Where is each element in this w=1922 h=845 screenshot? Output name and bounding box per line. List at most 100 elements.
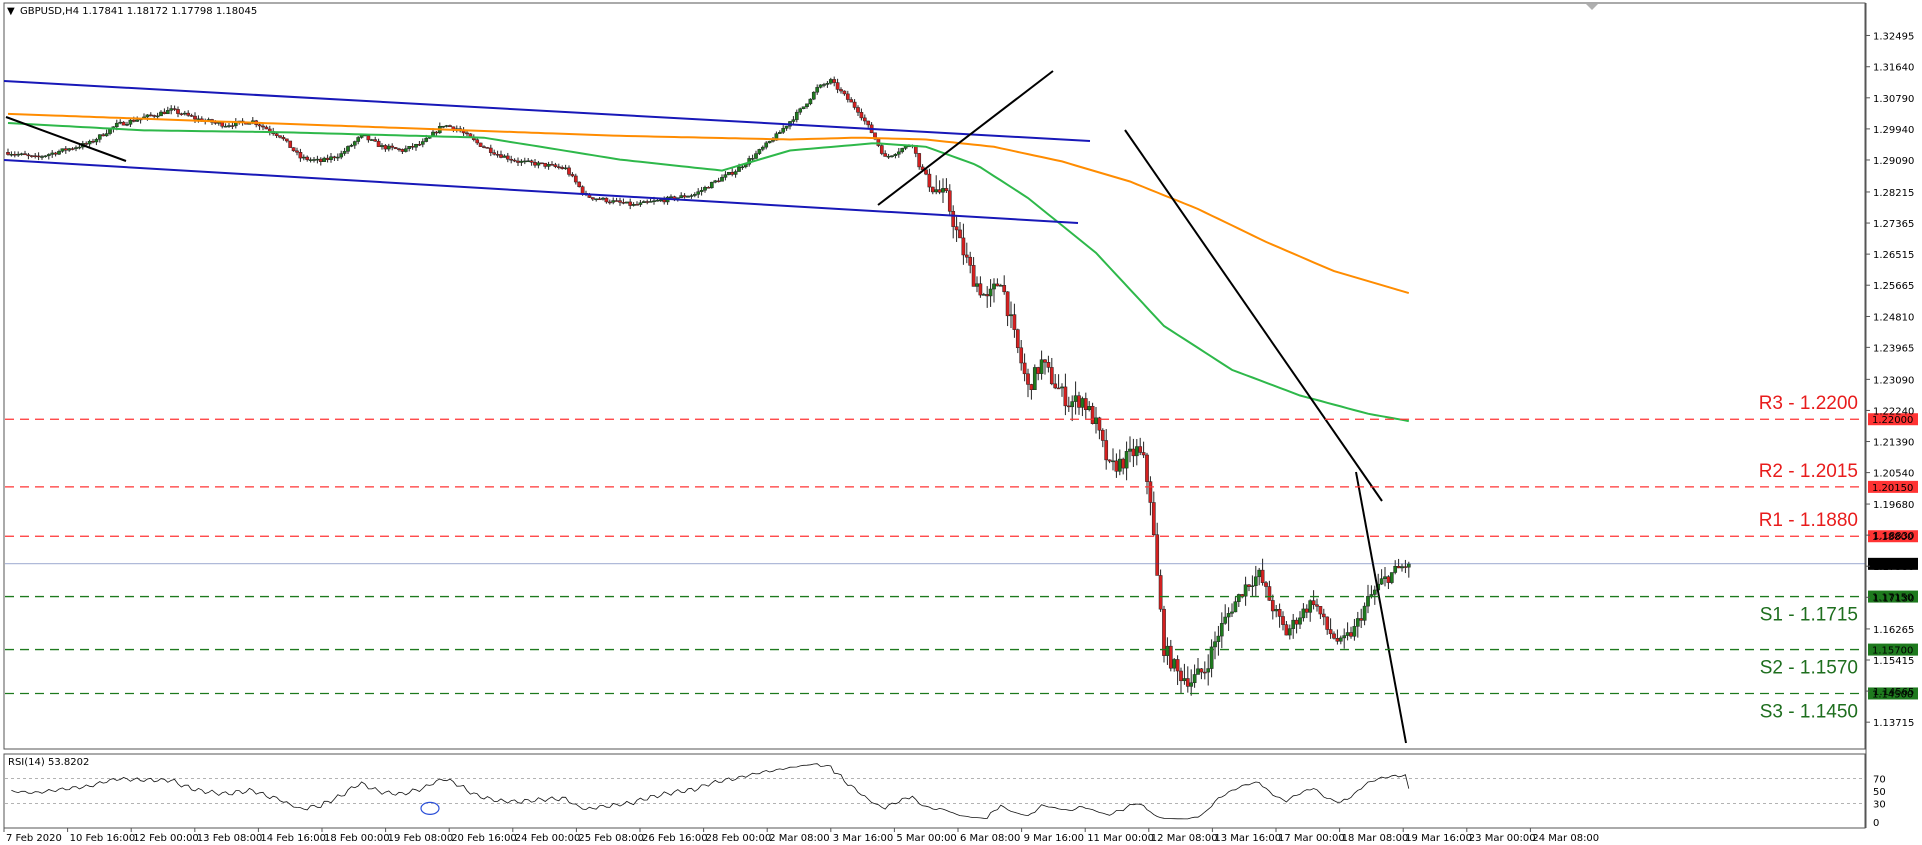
time-tick-label: 25 Feb 08:00 bbox=[578, 833, 644, 844]
candle-bull bbox=[1250, 585, 1255, 587]
candle-bull bbox=[754, 153, 758, 159]
candle-bear bbox=[488, 147, 493, 153]
time-tick-label: 12 Feb 00:00 bbox=[133, 833, 199, 844]
chart-header-arrow[interactable]: ▼ bbox=[7, 6, 15, 17]
candle-bear bbox=[131, 119, 136, 122]
candle-bear bbox=[33, 155, 38, 157]
candle-bear bbox=[465, 132, 469, 135]
candle-bull bbox=[737, 166, 741, 172]
candle-bear bbox=[91, 140, 95, 143]
candle-bear bbox=[1359, 618, 1364, 621]
candle-bear bbox=[281, 137, 286, 140]
price-tick-label: 1.29940 bbox=[1873, 125, 1914, 136]
candle-bull bbox=[1308, 600, 1313, 613]
candle-bull bbox=[998, 285, 1003, 287]
candle-bull bbox=[369, 139, 374, 141]
candle-bear bbox=[924, 169, 928, 175]
candle-bear bbox=[264, 126, 269, 130]
candle-bull bbox=[104, 133, 109, 137]
candle-bull bbox=[822, 84, 826, 86]
candle-bear bbox=[1046, 362, 1051, 368]
support-resistance-layer: R3 - 1.2200 1.22000 R2 - 1.2015 1.20150 R1 -… bbox=[5, 393, 1918, 722]
candle-bull bbox=[1111, 460, 1115, 463]
candle-bull bbox=[349, 145, 354, 147]
candle-bull bbox=[679, 195, 684, 198]
candle-bear bbox=[604, 197, 609, 203]
candle-bull bbox=[444, 125, 449, 127]
candle-bull bbox=[1219, 623, 1224, 637]
candle-bull bbox=[1230, 611, 1234, 614]
candle-bull bbox=[794, 111, 799, 120]
candle-bear bbox=[883, 153, 888, 157]
time-tick-label: 18 Feb 00:00 bbox=[324, 833, 390, 844]
candle-bear bbox=[1063, 386, 1068, 407]
candle-bear bbox=[842, 90, 847, 95]
candle-bull bbox=[815, 87, 820, 93]
candle-bull bbox=[43, 155, 48, 158]
candle-bull bbox=[1196, 668, 1200, 675]
candle-bull bbox=[611, 200, 616, 203]
price-tick-label: 1.28215 bbox=[1873, 188, 1914, 199]
time-tick-label: 2 Mar 08:00 bbox=[769, 833, 829, 844]
candle-bear bbox=[383, 145, 388, 150]
trendline-down-steep bbox=[1355, 471, 1407, 744]
candle-bear bbox=[230, 125, 235, 127]
candle-bull bbox=[1372, 589, 1377, 595]
candle-bull bbox=[1253, 576, 1258, 586]
candle-bear bbox=[1100, 429, 1105, 441]
candle-bear bbox=[1083, 398, 1088, 411]
candle-bear bbox=[397, 148, 401, 151]
candle-bear bbox=[29, 155, 34, 157]
candle-bull bbox=[125, 124, 129, 126]
candle-bear bbox=[1328, 629, 1333, 635]
price-tick-label: 1.23965 bbox=[1873, 343, 1914, 354]
candle-bull bbox=[1406, 563, 1411, 568]
candle-bull bbox=[407, 145, 412, 149]
candle-bear bbox=[621, 202, 626, 204]
level-price-tag bbox=[1868, 480, 1918, 493]
candle-bear bbox=[1148, 481, 1153, 503]
candle-bear bbox=[879, 145, 884, 154]
candle-bull bbox=[1345, 632, 1350, 636]
candle-bull bbox=[890, 155, 894, 157]
candle-bull bbox=[1060, 386, 1064, 389]
level-price-tag-text: 1.18800 bbox=[1872, 532, 1913, 543]
moving-average-slow-line bbox=[7, 112, 1410, 295]
candle-bull bbox=[1213, 641, 1217, 648]
candle-bear bbox=[152, 115, 157, 117]
time-tick-label: 7 Feb 2020 bbox=[6, 833, 62, 844]
moving-averages-layer bbox=[7, 112, 1410, 423]
candle-bull bbox=[1192, 674, 1197, 684]
candle-bear bbox=[1284, 624, 1289, 636]
trendline-down-main bbox=[1124, 129, 1383, 502]
candle-bull bbox=[50, 152, 55, 155]
candle-bull bbox=[658, 199, 663, 202]
candle-bull bbox=[342, 151, 347, 154]
candle-bear bbox=[417, 144, 422, 146]
candle-bear bbox=[628, 201, 633, 206]
candle-bull bbox=[1172, 659, 1177, 669]
candle-bear bbox=[1168, 645, 1173, 669]
candle-bull bbox=[692, 194, 697, 196]
chart-shift-marker-icon[interactable] bbox=[1586, 4, 1598, 10]
candle-bull bbox=[1389, 572, 1394, 583]
candle-bear bbox=[121, 121, 126, 126]
trendline-early-down bbox=[5, 116, 127, 162]
level-label: S3 - 1.1450 bbox=[1760, 701, 1858, 722]
level-price-tag bbox=[1868, 413, 1918, 426]
price-tick-label: 1.14565 bbox=[1873, 687, 1914, 698]
candle-bull bbox=[703, 187, 707, 191]
candle-bull bbox=[87, 140, 92, 145]
candle-bull bbox=[1301, 608, 1306, 619]
candle-bull bbox=[346, 146, 350, 152]
candle-bear bbox=[1114, 460, 1119, 472]
time-tick-label: 24 Mar 08:00 bbox=[1532, 833, 1599, 844]
candle-bear bbox=[1090, 406, 1095, 424]
candle-bull bbox=[740, 166, 745, 169]
price-tick-label: 1.30790 bbox=[1873, 94, 1914, 105]
candle-bear bbox=[186, 112, 191, 116]
candle-bull bbox=[1393, 566, 1398, 573]
candle-bull bbox=[308, 159, 313, 161]
candle-bear bbox=[1056, 387, 1061, 390]
candle-bear bbox=[835, 82, 840, 90]
